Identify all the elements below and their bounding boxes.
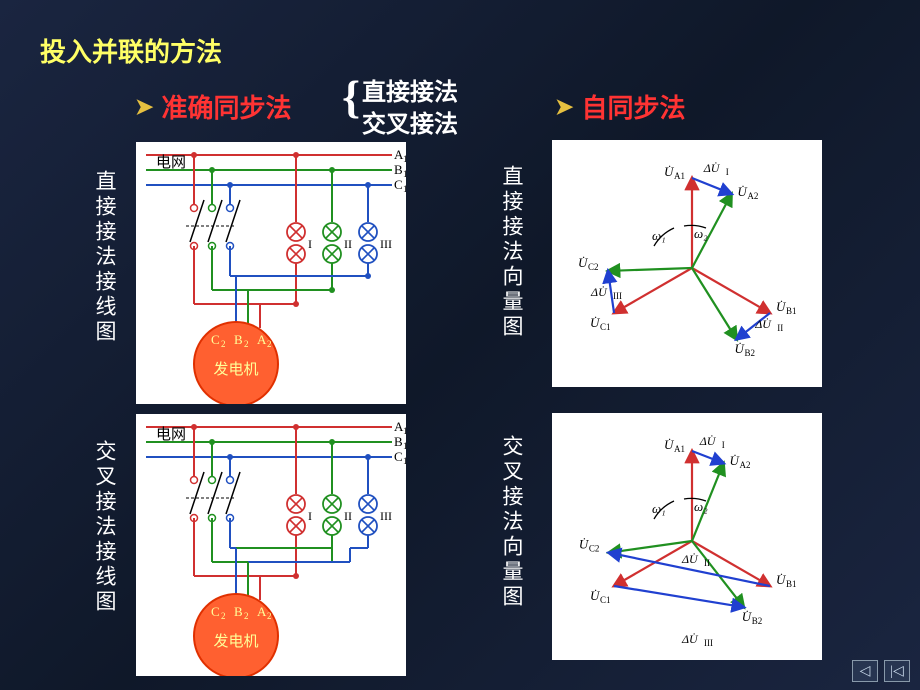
page-title: 投入并联的方法	[40, 32, 222, 69]
bullet2-text: 自同步法	[581, 88, 685, 125]
title-text: 投入并联的方法	[40, 38, 222, 67]
svg-text:ΔU̇: ΔU̇	[681, 552, 699, 566]
bullet-self-sync: ➤ 自同步法	[555, 88, 685, 125]
svg-text:2: 2	[267, 339, 272, 349]
svg-text:B: B	[234, 332, 243, 347]
svg-text:C: C	[394, 449, 403, 464]
svg-text:2: 2	[267, 611, 272, 621]
svg-text:I: I	[726, 167, 729, 177]
cross-phasor-diagram: ω₁ω₂U̇A1U̇A2U̇B1U̇B2U̇C1U̇C2ΔU̇IΔU̇IIΔU̇…	[552, 413, 822, 660]
nav-buttons: ◁ |◁	[852, 660, 910, 682]
svg-text:1: 1	[403, 426, 406, 436]
svg-text:ω₁: ω₁	[652, 228, 666, 243]
svg-text:电网: 电网	[156, 426, 186, 443]
svg-text:I: I	[722, 440, 725, 450]
svg-text:C: C	[211, 604, 220, 619]
svg-text:ΔU̇: ΔU̇	[590, 285, 608, 299]
vlabel-cross-phasor: 交叉接法向量图	[497, 435, 527, 610]
direct-phasor-diagram: ω₁ω₂U̇A1U̇A2U̇B1U̇B2U̇C1U̇C2ΔU̇IΔU̇IIΔU̇…	[552, 140, 822, 387]
svg-text:III: III	[380, 237, 392, 251]
arrow-icon: ➤	[555, 94, 573, 120]
cross-wiring-diagram: 电网A1B1C1IIIIIIC2B2A2发电机	[136, 414, 406, 676]
svg-text:电网: 电网	[156, 154, 186, 171]
svg-text:A: A	[257, 604, 267, 619]
svg-text:ΔU̇: ΔU̇	[699, 434, 717, 448]
arrow-icon: ➤	[135, 94, 153, 120]
svg-text:发电机: 发电机	[213, 361, 258, 378]
svg-text:I: I	[308, 237, 312, 251]
svg-text:A: A	[257, 332, 267, 347]
svg-text:II: II	[344, 237, 352, 251]
svg-text:B1: B1	[786, 306, 797, 316]
svg-text:II: II	[777, 323, 783, 333]
svg-text:III: III	[704, 638, 713, 648]
svg-text:II: II	[704, 558, 710, 568]
svg-text:C: C	[211, 332, 220, 347]
first-button[interactable]: |◁	[884, 660, 910, 682]
svg-text:1: 1	[403, 184, 406, 194]
svg-text:A2: A2	[739, 460, 750, 470]
bullet1-text: 准确同步法	[161, 88, 291, 125]
brace-symbol: {	[342, 70, 360, 123]
svg-text:ω₂: ω₂	[694, 499, 708, 514]
svg-text:B1: B1	[786, 579, 797, 589]
prev-button[interactable]: ◁	[852, 660, 878, 682]
svg-text:C1: C1	[600, 322, 611, 332]
svg-text:B: B	[394, 434, 403, 449]
vlabel-direct-wiring: 直接接法接线图	[90, 170, 120, 345]
svg-text:ΔU̇: ΔU̇	[681, 632, 699, 646]
svg-text:1: 1	[403, 456, 406, 466]
svg-text:ΔU̇: ΔU̇	[703, 161, 721, 175]
svg-text:2: 2	[244, 339, 249, 349]
svg-text:III: III	[380, 509, 392, 523]
svg-text:2: 2	[244, 611, 249, 621]
svg-text:A1: A1	[674, 171, 685, 181]
svg-text:A1: A1	[674, 444, 685, 454]
svg-text:C2: C2	[589, 544, 600, 554]
svg-text:B2: B2	[752, 616, 763, 626]
svg-text:III: III	[613, 291, 622, 301]
svg-text:B: B	[394, 162, 403, 177]
svg-text:A2: A2	[747, 191, 758, 201]
svg-text:I: I	[308, 509, 312, 523]
svg-text:1: 1	[403, 441, 406, 451]
svg-text:ω₂: ω₂	[694, 226, 708, 241]
brace-item-direct: 直接接法	[362, 72, 458, 107]
svg-text:II: II	[344, 509, 352, 523]
vlabel-direct-phasor: 直接接法向量图	[497, 165, 527, 340]
vlabel-cross-wiring: 交叉接法接线图	[90, 440, 120, 615]
svg-text:C: C	[394, 177, 403, 192]
svg-text:2: 2	[221, 611, 226, 621]
brace-item-cross: 交叉接法	[362, 104, 458, 139]
svg-text:1: 1	[403, 169, 406, 179]
bullet-accurate-sync: ➤ 准确同步法	[135, 88, 291, 125]
svg-text:ω₁: ω₁	[652, 501, 666, 516]
svg-text:2: 2	[221, 339, 226, 349]
svg-text:ΔU̇: ΔU̇	[754, 317, 772, 331]
svg-text:发电机: 发电机	[213, 633, 258, 650]
svg-text:B: B	[234, 604, 243, 619]
svg-text:C2: C2	[588, 262, 599, 272]
svg-text:B2: B2	[745, 348, 756, 358]
svg-text:1: 1	[403, 154, 406, 164]
direct-wiring-diagram: 电网A1B1C1IIIIIIC2B2A2发电机	[136, 142, 406, 404]
svg-text:C1: C1	[600, 595, 611, 605]
